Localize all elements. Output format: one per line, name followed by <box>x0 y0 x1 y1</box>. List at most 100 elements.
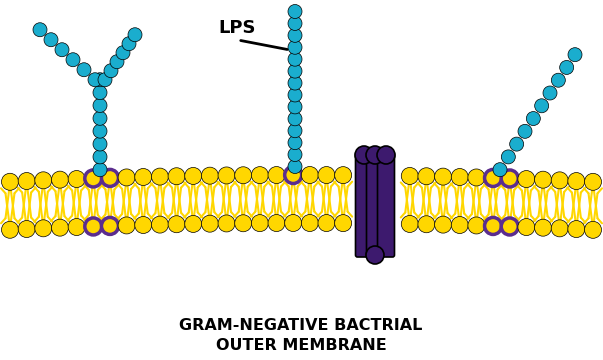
Circle shape <box>98 73 112 87</box>
Circle shape <box>288 136 302 150</box>
Circle shape <box>355 146 373 164</box>
Circle shape <box>134 168 152 185</box>
Circle shape <box>302 215 318 231</box>
Circle shape <box>401 215 418 233</box>
Circle shape <box>451 216 469 234</box>
Circle shape <box>66 53 80 67</box>
Circle shape <box>501 170 518 187</box>
Circle shape <box>68 171 85 188</box>
Circle shape <box>568 172 585 190</box>
Circle shape <box>318 167 335 184</box>
FancyBboxPatch shape <box>377 153 394 257</box>
Circle shape <box>85 170 102 187</box>
Circle shape <box>451 168 469 185</box>
Circle shape <box>510 137 523 151</box>
Circle shape <box>288 64 302 78</box>
Circle shape <box>288 148 302 162</box>
Circle shape <box>335 167 352 184</box>
Circle shape <box>288 159 302 174</box>
Circle shape <box>318 215 335 231</box>
Circle shape <box>93 137 107 151</box>
Circle shape <box>551 73 566 87</box>
Circle shape <box>366 246 384 264</box>
Circle shape <box>288 40 302 54</box>
Circle shape <box>128 28 142 42</box>
Circle shape <box>584 173 602 190</box>
Circle shape <box>534 171 552 188</box>
Circle shape <box>468 217 485 234</box>
Circle shape <box>285 167 302 184</box>
Circle shape <box>1 173 19 190</box>
Circle shape <box>101 170 118 186</box>
Circle shape <box>33 23 47 37</box>
Circle shape <box>288 124 302 138</box>
Circle shape <box>151 216 168 233</box>
Circle shape <box>77 63 91 77</box>
Circle shape <box>285 215 302 231</box>
Text: LPS: LPS <box>218 19 256 37</box>
Circle shape <box>335 215 352 231</box>
Circle shape <box>18 172 35 189</box>
Circle shape <box>235 167 251 184</box>
Circle shape <box>288 100 302 114</box>
Circle shape <box>468 169 485 186</box>
Circle shape <box>118 169 135 186</box>
Circle shape <box>288 52 302 66</box>
Circle shape <box>288 112 302 126</box>
Circle shape <box>288 76 302 90</box>
Circle shape <box>534 219 552 236</box>
Circle shape <box>93 98 107 112</box>
Circle shape <box>218 167 235 184</box>
Circle shape <box>55 43 69 57</box>
Circle shape <box>44 33 58 47</box>
Circle shape <box>551 220 568 237</box>
Circle shape <box>51 171 69 188</box>
Circle shape <box>418 216 435 233</box>
Circle shape <box>93 163 107 177</box>
Circle shape <box>116 46 130 60</box>
Circle shape <box>68 219 85 235</box>
Circle shape <box>35 220 52 237</box>
Circle shape <box>35 172 52 189</box>
Circle shape <box>85 218 102 235</box>
Circle shape <box>93 150 107 164</box>
Circle shape <box>568 48 582 62</box>
Circle shape <box>101 217 118 234</box>
Circle shape <box>151 168 168 185</box>
Circle shape <box>134 216 152 234</box>
FancyBboxPatch shape <box>356 153 373 257</box>
Circle shape <box>1 221 19 238</box>
Circle shape <box>201 167 218 184</box>
Circle shape <box>104 64 118 78</box>
Circle shape <box>93 111 107 125</box>
Circle shape <box>485 217 502 234</box>
Circle shape <box>168 216 185 233</box>
Circle shape <box>535 99 549 113</box>
Circle shape <box>18 221 35 238</box>
Circle shape <box>501 150 516 164</box>
Circle shape <box>93 124 107 138</box>
Circle shape <box>288 5 302 18</box>
Circle shape <box>235 215 251 232</box>
Circle shape <box>218 215 235 232</box>
Circle shape <box>418 168 435 185</box>
Circle shape <box>288 28 302 42</box>
Circle shape <box>288 17 302 31</box>
Circle shape <box>251 215 268 231</box>
Circle shape <box>501 218 518 235</box>
Circle shape <box>118 217 135 234</box>
Circle shape <box>377 146 395 164</box>
Circle shape <box>185 215 202 233</box>
Circle shape <box>435 168 452 185</box>
Circle shape <box>51 219 69 236</box>
Circle shape <box>551 172 568 189</box>
Circle shape <box>485 170 502 186</box>
Circle shape <box>366 146 384 164</box>
Circle shape <box>93 86 107 100</box>
Circle shape <box>93 73 107 87</box>
Circle shape <box>518 124 532 138</box>
Circle shape <box>526 112 540 126</box>
Text: OUTER MEMBRANE: OUTER MEMBRANE <box>216 338 387 352</box>
Circle shape <box>110 55 124 69</box>
Circle shape <box>401 167 418 184</box>
